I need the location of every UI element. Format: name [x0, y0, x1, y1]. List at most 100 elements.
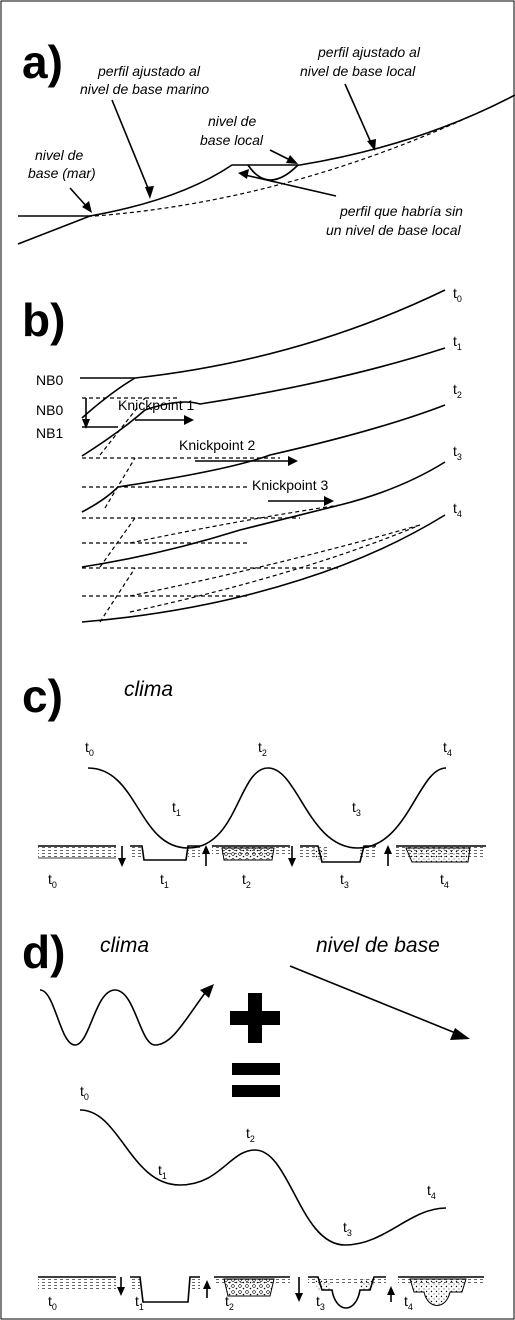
arrow-without-line [244, 174, 337, 197]
t3-dashed-slope [99, 517, 136, 568]
base-level-arrow-line [289, 965, 459, 1035]
label-b-t2: t2 [453, 381, 462, 400]
label-c-top-t1: t1 [172, 799, 181, 818]
label-nbl-2: base local [200, 132, 264, 148]
section-d-t3-sed [308, 1277, 386, 1285]
arrow-d-down-1-head [117, 1287, 125, 1296]
t4-dashed-curve-a [129, 524, 421, 597]
label-c-bot-t0: t0 [48, 871, 57, 890]
section-c-t2-gravel [221, 847, 275, 861]
arrow-nbl-head [286, 155, 298, 164]
profile-t0 [81, 289, 446, 419]
profile-t1 [81, 347, 446, 457]
climate-wave-c [87, 767, 447, 849]
t4-dashed-curve-b [129, 524, 421, 613]
section-d-t4-fill [409, 1278, 467, 1306]
panel-d-letter: d) [22, 926, 65, 978]
panel-a-letter: a) [22, 36, 63, 88]
section-d-t1-left [130, 1277, 140, 1289]
label-nb1: NB1 [36, 425, 63, 441]
label-local-1: perfil ajustado al [317, 44, 421, 60]
label-c-bot-t3: t3 [340, 871, 349, 890]
label-knickpoint-2: Knickpoint 2 [179, 437, 255, 453]
label-d-bot-t3: t3 [316, 1293, 325, 1312]
label-d-top-t0: t0 [80, 1083, 89, 1102]
label-d-bot-t0: t0 [48, 1293, 57, 1312]
section-c-t1-left [130, 846, 142, 858]
label-c-bot-t1: t1 [160, 871, 169, 890]
label-c-bot-t2: t2 [242, 871, 251, 890]
t3-dashed-curve [129, 504, 341, 544]
panel-c-letter: c) [22, 670, 63, 722]
label-marine-1: perfil ajustado al [97, 63, 201, 79]
label-c-clima: clima [124, 678, 173, 701]
profile-t3 [81, 461, 446, 568]
combined-curve-d [79, 1109, 447, 1246]
arrow-marine-line [111, 99, 151, 194]
panel-d: d) clima nivel de base t0 t1 t2 t3 t4 [22, 926, 484, 1312]
label-d-bot-t4: t4 [404, 1293, 413, 1312]
label-nbl-1: nivel de [208, 113, 256, 129]
arrow-marine-head [145, 186, 154, 199]
arrow-local-line [344, 83, 373, 146]
local-base-pond [247, 164, 299, 181]
label-sea-2: base (mar) [28, 165, 96, 181]
knick1-dashed [99, 397, 146, 456]
arrow-knick2-head [288, 456, 298, 466]
climate-wave-d [39, 989, 206, 1046]
label-local-2: nivel de base local [300, 63, 416, 79]
section-c-t3-terrace [310, 848, 326, 860]
label-b-t3: t3 [453, 443, 462, 462]
profile-t2 [81, 404, 446, 513]
section-d-t1-right [190, 1277, 200, 1289]
section-c-t3-channel [300, 845, 376, 863]
arrow-local-head [367, 139, 376, 151]
label-c-bot-t4: t4 [440, 871, 449, 890]
arrow-c-up-1-head [202, 845, 210, 854]
section-d-t2-gravel [223, 1278, 275, 1297]
profile-without-local-base [94, 99, 506, 217]
label-without-1: perfil que habría sin [339, 203, 463, 219]
label-knickpoint-3: Knickpoint 3 [252, 477, 328, 493]
label-d-top-t3: t3 [343, 1219, 352, 1238]
base-drop-arrow-head [82, 419, 90, 429]
arrow-d-up-1-head [203, 1280, 211, 1289]
label-knickpoint-1: Knickpoint 1 [118, 397, 194, 413]
arrow-d-up-2-head [387, 1286, 395, 1295]
label-b-t4: t4 [453, 500, 462, 519]
label-d-clima: clima [100, 934, 149, 957]
label-d-top-t4: t4 [427, 1182, 436, 1201]
arrow-c-up-2-head [384, 845, 392, 854]
label-b-t1: t1 [453, 333, 462, 352]
label-d-bot-t1: t1 [135, 1293, 144, 1312]
label-d-top-t1: t1 [158, 1162, 167, 1181]
arrow-without-head [238, 169, 249, 179]
panel-b-letter: b) [22, 294, 65, 346]
label-c-top-t2: t2 [258, 739, 267, 758]
label-b-t0: t0 [453, 285, 462, 304]
panel-a: a) perfil ajustado al nivel de base mari… [17, 36, 515, 245]
label-d-nivel-de-base: nivel de base [316, 934, 440, 957]
section-d-t3-channel [308, 1276, 386, 1309]
label-nb0: NB0 [36, 402, 63, 418]
label-nb0-top: NB0 [36, 372, 63, 388]
climate-wave-d-arrowhead [200, 984, 214, 998]
plus-sign-horizontal [230, 1011, 280, 1025]
label-marine-2: nivel de base marino [80, 81, 209, 97]
label-c-top-t0: t0 [85, 739, 94, 758]
t2-dashed-slope [104, 457, 136, 509]
arrow-knick3-head [324, 496, 334, 506]
arrow-c-down-2-head [288, 858, 296, 867]
panel-b: b) NB0 NB0 NB1 Knickpoint 1 [22, 285, 462, 623]
section-c-t4-fill [405, 847, 471, 863]
label-without-2: un nivel de base local [326, 222, 462, 238]
label-c-top-t3: t3 [352, 799, 361, 818]
label-c-top-t4: t4 [443, 739, 452, 758]
arrow-c-down-1-head [118, 858, 126, 867]
profile-t4 [81, 514, 446, 623]
section-d-t3-terrace-left [314, 1279, 330, 1290]
arrow-knick1-head [184, 415, 194, 425]
arrow-sea-head [82, 201, 92, 213]
